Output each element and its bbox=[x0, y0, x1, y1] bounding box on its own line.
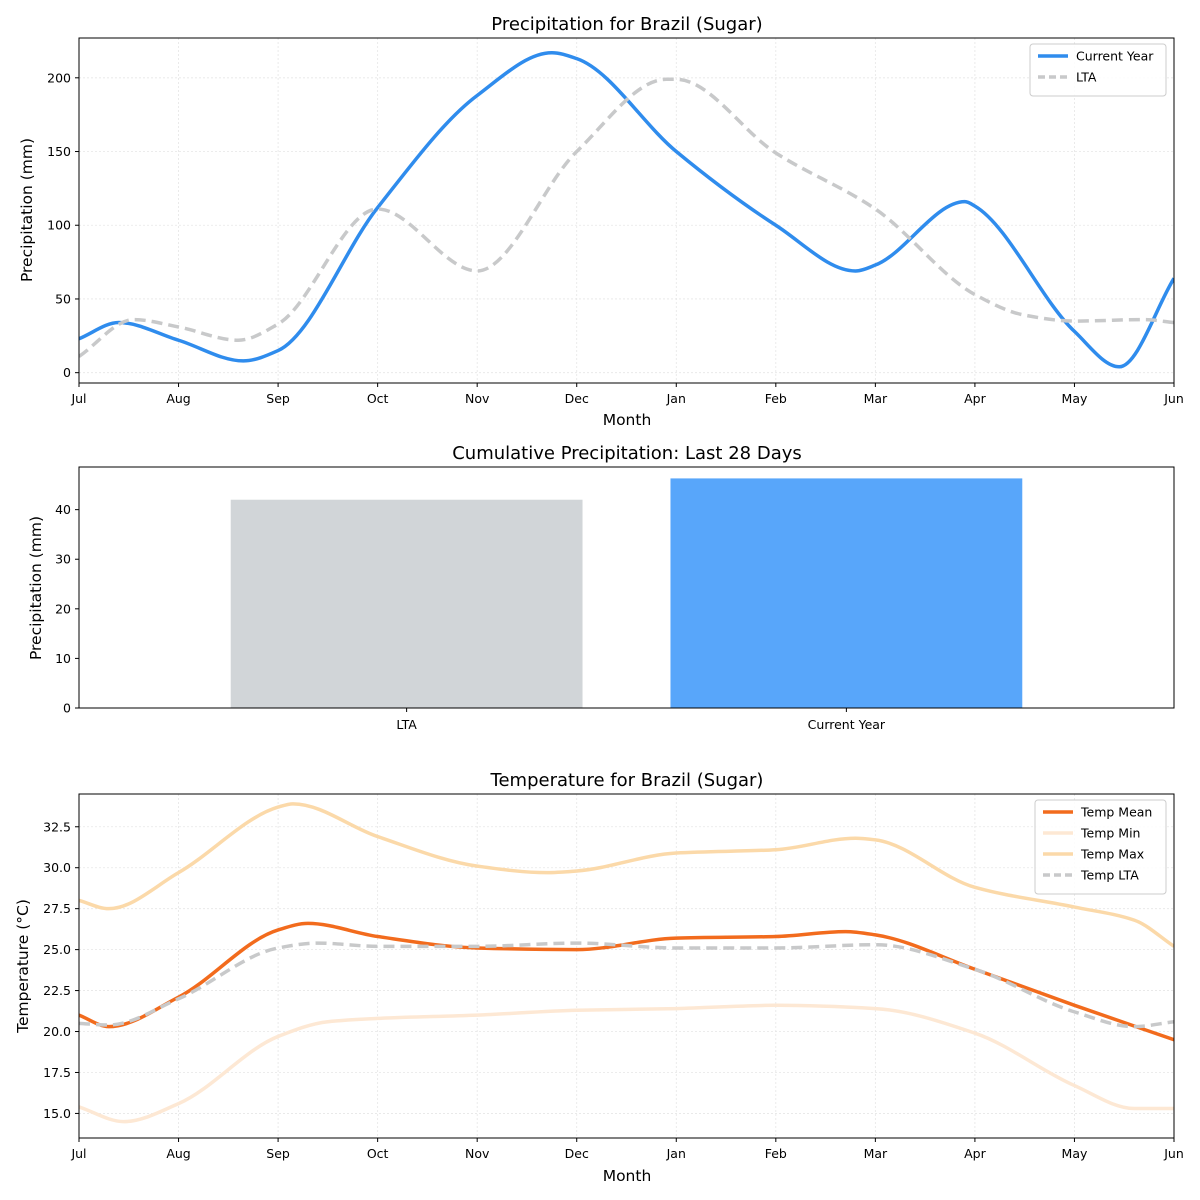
bar-lta bbox=[230, 499, 583, 708]
x-tick-label: Aug bbox=[166, 391, 190, 406]
x-tick-label: Mar bbox=[864, 1146, 888, 1161]
series-line-lta bbox=[79, 77, 1174, 358]
x-tick-label: Oct bbox=[367, 1146, 389, 1161]
bar-current-year bbox=[670, 478, 1023, 708]
cumulative-precipitation-bar-chart: Cumulative Precipitation: Last 28 Days 0… bbox=[27, 443, 1175, 732]
y-tick-label: 200 bbox=[47, 70, 71, 85]
y-tick-label: 30 bbox=[55, 552, 71, 567]
y-tick-label: 10 bbox=[55, 651, 71, 666]
x-tick-label: Apr bbox=[964, 1146, 986, 1161]
series-line-current-year bbox=[79, 50, 1174, 369]
legend: Current Year LTA bbox=[1029, 43, 1167, 97]
y-tick-label: 50 bbox=[55, 291, 71, 306]
y-tick-label: 40 bbox=[55, 502, 71, 517]
x-tick-label: Jan bbox=[666, 1146, 686, 1161]
x-tick-label: Jul bbox=[70, 391, 86, 406]
plot-frame bbox=[78, 37, 1175, 384]
x-tick-label: Nov bbox=[465, 391, 490, 406]
x-tick-label: Jun bbox=[1163, 1146, 1184, 1161]
x-tick-label: Current Year bbox=[808, 717, 886, 732]
legend-label: Temp Mean bbox=[1080, 805, 1152, 820]
x-tick-label: Mar bbox=[864, 391, 888, 406]
legend-box bbox=[1034, 799, 1167, 895]
y-tick-label: 27.5 bbox=[43, 901, 71, 916]
y-tick-label: 25.0 bbox=[43, 942, 71, 957]
plot-frame bbox=[78, 793, 1175, 1139]
y-axis-label: Temperature (°C) bbox=[14, 899, 32, 1034]
x-tick-label: LTA bbox=[396, 717, 417, 732]
legend: Temp Mean Temp Min Temp Max Temp LTA bbox=[1034, 799, 1167, 895]
y-tick-label: 17.5 bbox=[43, 1065, 71, 1080]
x-tick-label: Aug bbox=[166, 1146, 190, 1161]
y-tick-label: 0 bbox=[63, 365, 71, 380]
x-tick-label: May bbox=[1062, 1146, 1088, 1161]
series-line-temp-max bbox=[79, 802, 1174, 948]
plot-frame bbox=[78, 466, 1175, 709]
x-tick-label: May bbox=[1062, 391, 1088, 406]
legend-label: Temp Min bbox=[1080, 826, 1140, 841]
x-axis-label: Month bbox=[603, 411, 652, 429]
x-tick-label: Sep bbox=[266, 391, 290, 406]
precipitation-line-chart: Precipitation for Brazil (Sugar) 0 50 100 1… bbox=[18, 14, 1184, 429]
x-tick-label: Oct bbox=[367, 391, 389, 406]
y-tick-label: 100 bbox=[47, 218, 71, 233]
x-tick-label: Dec bbox=[565, 391, 589, 406]
legend-label: Temp LTA bbox=[1080, 868, 1139, 883]
chart-title: Precipitation for Brazil (Sugar) bbox=[491, 14, 762, 35]
x-tick-label: Feb bbox=[765, 1146, 787, 1161]
chart-title: Temperature for Brazil (Sugar) bbox=[490, 770, 764, 791]
x-tick-label: Jun bbox=[1163, 391, 1184, 406]
y-tick-label: 150 bbox=[47, 144, 71, 159]
x-tick-label: Jan bbox=[666, 391, 686, 406]
y-tick-label: 20 bbox=[55, 601, 71, 616]
y-tick-label: 32.5 bbox=[43, 819, 71, 834]
y-axis-label: Precipitation (mm) bbox=[18, 138, 36, 282]
x-axis-label: Month bbox=[603, 1167, 652, 1185]
temperature-line-chart: Temperature for Brazil (Sugar) 15.0 17.5 2… bbox=[14, 770, 1184, 1185]
x-tick-label: Apr bbox=[964, 391, 986, 406]
legend-label: Current Year bbox=[1076, 49, 1154, 64]
y-tick-label: 22.5 bbox=[43, 983, 71, 998]
legend-label: LTA bbox=[1076, 70, 1097, 85]
y-tick-label: 0 bbox=[63, 701, 71, 716]
chart-title: Cumulative Precipitation: Last 28 Days bbox=[452, 443, 802, 464]
y-tick-label: 20.0 bbox=[43, 1024, 71, 1039]
legend-label: Temp Max bbox=[1080, 847, 1144, 862]
y-axis-label: Precipitation (mm) bbox=[27, 516, 45, 660]
y-tick-label: 15.0 bbox=[43, 1106, 71, 1121]
x-tick-label: Nov bbox=[465, 1146, 490, 1161]
series-line-temp-lta bbox=[79, 941, 1174, 1029]
x-tick-label: Dec bbox=[565, 1146, 589, 1161]
x-tick-label: Feb bbox=[765, 391, 787, 406]
series-line-temp-min bbox=[79, 1003, 1174, 1124]
x-tick-label: Sep bbox=[266, 1146, 290, 1161]
y-tick-label: 30.0 bbox=[43, 860, 71, 875]
x-tick-label: Jul bbox=[70, 1146, 86, 1161]
